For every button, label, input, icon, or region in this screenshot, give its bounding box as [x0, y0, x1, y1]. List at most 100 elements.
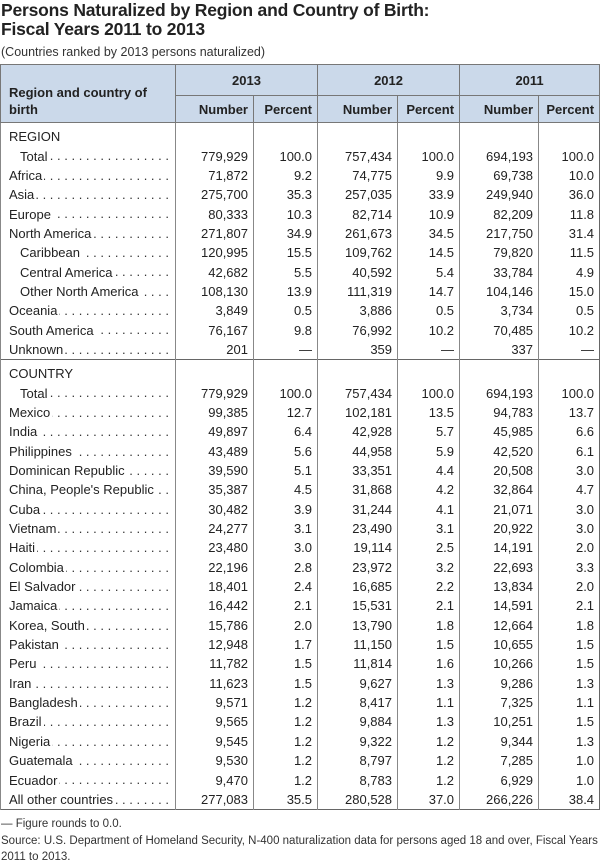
- cell-number-2012: 76,992: [317, 320, 398, 340]
- column-header-label: Region and country of birth: [0, 64, 176, 123]
- table-row: Other North America 108,13013.9111,31914.…: [0, 281, 600, 302]
- cell-number-2011: 14,591: [459, 596, 539, 616]
- cell-percent-2011: 3.0: [538, 499, 600, 519]
- cell-percent-2012: 5.4: [397, 262, 460, 282]
- cell-number-2013: 99,385: [175, 402, 254, 423]
- cell-percent-2013: 1.2: [252, 770, 318, 790]
- cell-percent-2012: 4.4: [397, 460, 460, 481]
- cell-number-2012: 23,972: [317, 557, 398, 577]
- cell-number-2011: 266,226: [459, 789, 539, 810]
- column-header-percent: Percent: [252, 95, 319, 123]
- cell-number-2012: 31,868: [317, 480, 398, 500]
- cell-number-2011: 70,485: [459, 320, 539, 340]
- cell-number-2011: 69,738: [459, 165, 539, 186]
- cell-number-2012: 74,775: [317, 165, 398, 186]
- cell-number-2012: 33,351: [317, 460, 398, 481]
- empty-cell: [397, 359, 460, 384]
- cell-percent-2012: 4.2: [397, 480, 460, 500]
- cell-number-2011: 20,922: [459, 518, 539, 539]
- row-label: Brazil: [0, 712, 176, 732]
- cell-number-2012: 359: [317, 339, 398, 360]
- column-header-number: Number: [459, 95, 540, 123]
- cell-number-2013: 49,897: [175, 422, 254, 442]
- row-label-text: Other North America: [9, 283, 141, 299]
- cell-percent-2013: 1.7: [252, 634, 318, 655]
- cell-percent-2013: 12.7: [252, 402, 318, 423]
- cell-number-2011: 32,864: [459, 480, 539, 500]
- empty-cell: [175, 122, 254, 147]
- column-header-2013: 2013: [174, 64, 319, 96]
- cell-percent-2013: 100.0: [252, 146, 318, 166]
- naturalization-table: Region and country of birth 2013 2012 20…: [0, 64, 600, 811]
- row-label-text: Africa: [9, 167, 45, 183]
- cell-percent-2013: —: [252, 339, 318, 360]
- cell-number-2012: 42,928: [317, 422, 398, 442]
- row-label: Korea, South: [0, 615, 176, 635]
- empty-cell: [397, 122, 460, 147]
- cell-percent-2011: 2.0: [538, 576, 600, 597]
- cell-number-2011: 22,693: [459, 557, 539, 577]
- row-label: Unknown: [0, 339, 176, 360]
- row-label-text: Colombia: [9, 559, 66, 575]
- row-label-text: Philippines: [9, 443, 74, 459]
- cell-number-2013: 18,401: [175, 576, 254, 597]
- cell-number-2013: 12,948: [175, 634, 254, 655]
- cell-number-2012: 280,528: [317, 789, 398, 810]
- cell-percent-2011: 31.4: [538, 223, 600, 244]
- cell-percent-2011: 4.9: [538, 262, 600, 282]
- row-label: Cuba: [0, 499, 176, 519]
- row-label: Haiti: [0, 538, 176, 558]
- cell-number-2011: 10,655: [459, 634, 539, 655]
- cell-percent-2011: 3.0: [538, 518, 600, 539]
- cell-number-2012: 16,685: [317, 576, 398, 597]
- cell-number-2012: 757,434: [317, 383, 398, 403]
- cell-percent-2012: 0.5: [397, 301, 460, 321]
- row-label-text: Unknown: [9, 341, 66, 357]
- cell-percent-2013: 5.6: [252, 441, 318, 461]
- cell-percent-2012: 9.9: [397, 165, 460, 186]
- cell-number-2013: 9,545: [175, 731, 254, 751]
- row-label: Pakistan: [0, 634, 176, 655]
- cell-percent-2011: 11.8: [538, 204, 600, 224]
- cell-percent-2013: 4.5: [252, 480, 318, 500]
- row-label: Colombia: [0, 557, 176, 577]
- cell-number-2013: 277,083: [175, 789, 254, 810]
- cell-percent-2011: 10.0: [538, 165, 600, 186]
- row-label-text: Dominican Republic: [9, 463, 127, 479]
- cell-number-2011: 7,325: [459, 692, 539, 713]
- cell-percent-2013: 34.9: [252, 223, 318, 244]
- row-label-text: Total: [9, 385, 50, 401]
- cell-percent-2011: 0.5: [538, 301, 600, 321]
- cell-number-2012: 13,790: [317, 615, 398, 635]
- row-label-text: Mexico: [9, 404, 53, 420]
- cell-percent-2012: 3.1: [397, 518, 460, 539]
- cell-number-2013: 275,700: [175, 185, 254, 205]
- cell-percent-2013: 5.5: [252, 262, 318, 282]
- cell-number-2011: 9,344: [459, 731, 539, 751]
- cell-number-2013: 11,782: [175, 654, 254, 674]
- cell-number-2012: 111,319: [317, 281, 398, 302]
- cell-number-2011: 217,750: [459, 223, 539, 244]
- row-label-text: Nigeria: [9, 733, 53, 749]
- cell-number-2011: 337: [459, 339, 539, 360]
- cell-number-2011: 45,985: [459, 422, 539, 442]
- title-line-2: Fiscal Years 2011 to 2013: [1, 19, 205, 39]
- cell-percent-2012: 1.2: [397, 770, 460, 790]
- row-label: Dominican Republic: [0, 460, 176, 481]
- cell-number-2012: 82,714: [317, 204, 398, 224]
- cell-number-2013: 23,480: [175, 538, 254, 558]
- cell-number-2012: 11,814: [317, 654, 398, 674]
- cell-number-2011: 12,664: [459, 615, 539, 635]
- cell-percent-2012: —: [397, 339, 460, 360]
- cell-percent-2013: 2.4: [252, 576, 318, 597]
- cell-number-2013: 108,130: [175, 281, 254, 302]
- row-label-text: South America: [9, 322, 96, 338]
